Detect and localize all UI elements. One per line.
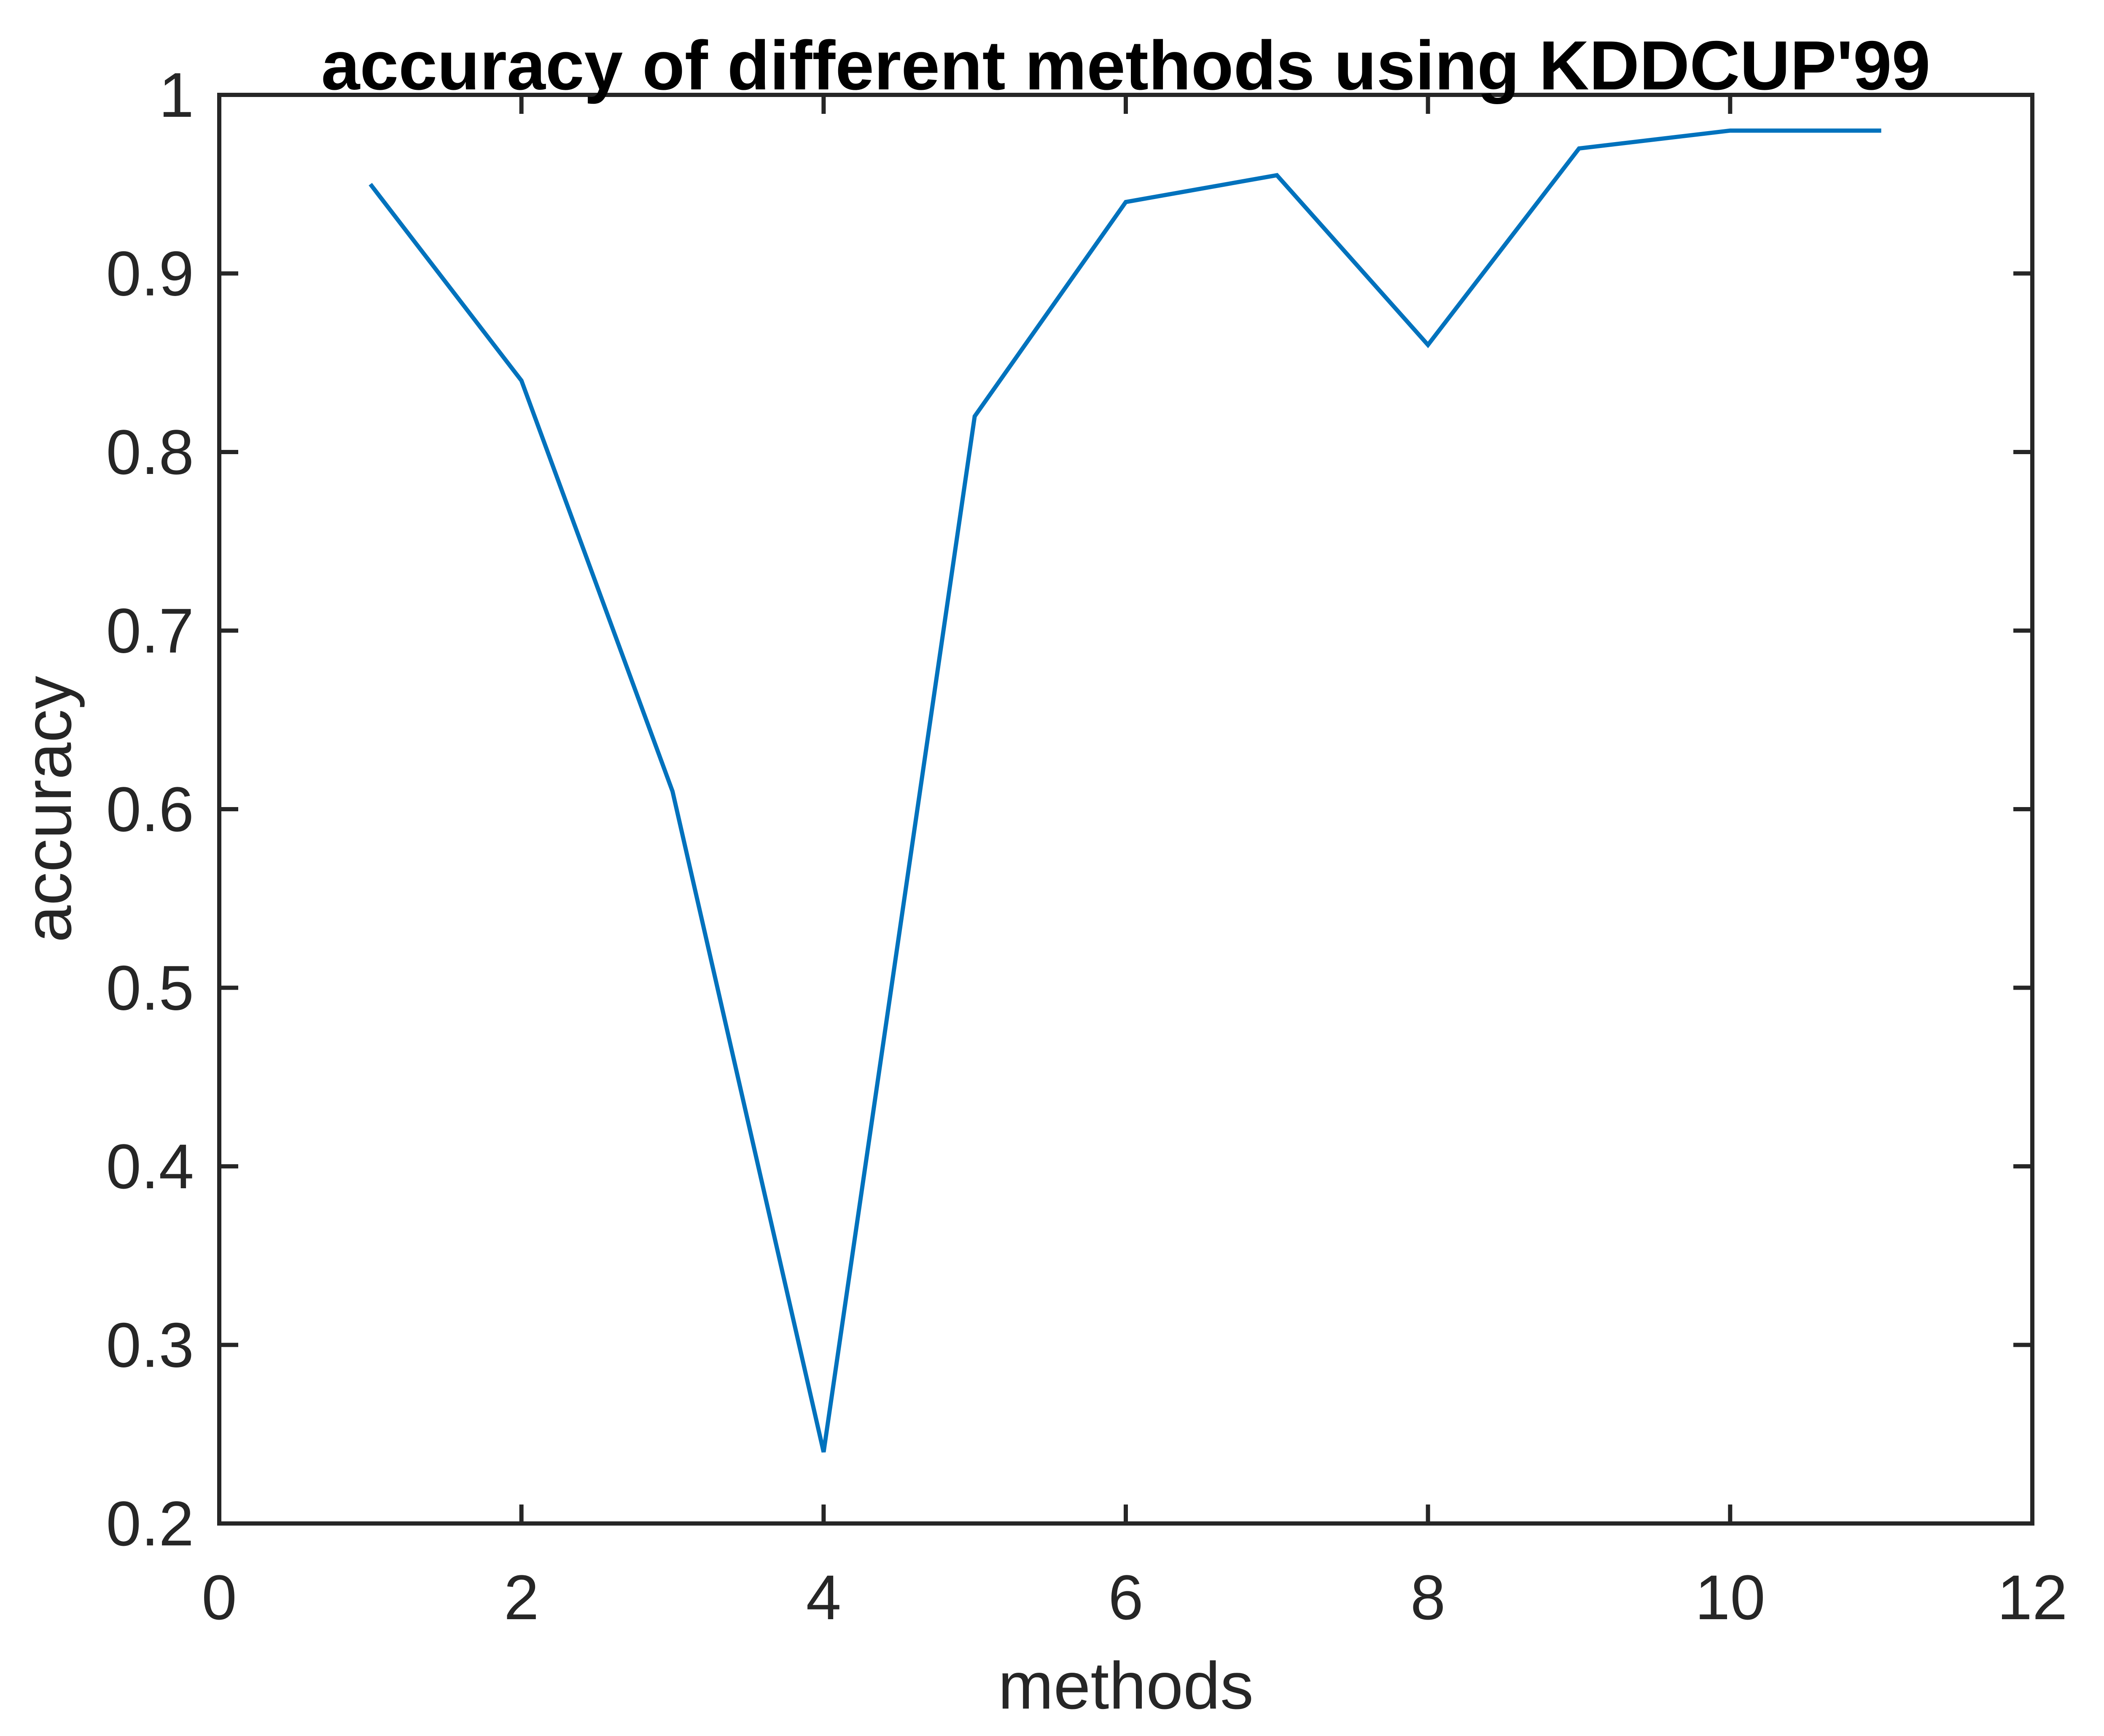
chart-title: accuracy of different methods using KDDC… [321,27,1931,104]
x-tick-label: 8 [1410,1562,1445,1633]
y-tick-label: 0.3 [106,1310,194,1381]
data-line [369,128,1881,1453]
x-tick-label: 10 [1695,1562,1765,1633]
labels-layer: accuracy of different methods using KDDC… [11,27,1930,1723]
x-tick-label: 12 [1997,1562,2068,1633]
axes-layer: 0 2 4 6 8 10 12 0.2 0.3 0.4 0.5 0.6 0.7 0.8 0.9 1 [106,59,2067,1633]
plot-box [217,93,2034,1526]
y-tick-label: 0.2 [106,1488,194,1559]
data-series-layer [369,128,1881,1453]
x-tick-label: 0 [202,1562,237,1633]
y-axis-label: accuracy [11,676,85,942]
y-tick-label: 0.9 [106,238,194,309]
y-tick-label: 0.8 [106,417,194,487]
y-tick-label: 0.4 [106,1131,194,1202]
y-tick-label: 0.7 [106,595,194,666]
x-axis-label: methods [998,1649,1254,1723]
y-tick-label: 0.6 [106,774,194,845]
x-tick-label: 2 [504,1562,539,1633]
x-tick-label: 4 [806,1562,841,1633]
y-tick-label: 1 [159,59,194,130]
y-tick-label: 0.5 [106,953,194,1023]
x-tick-label: 6 [1108,1562,1143,1633]
